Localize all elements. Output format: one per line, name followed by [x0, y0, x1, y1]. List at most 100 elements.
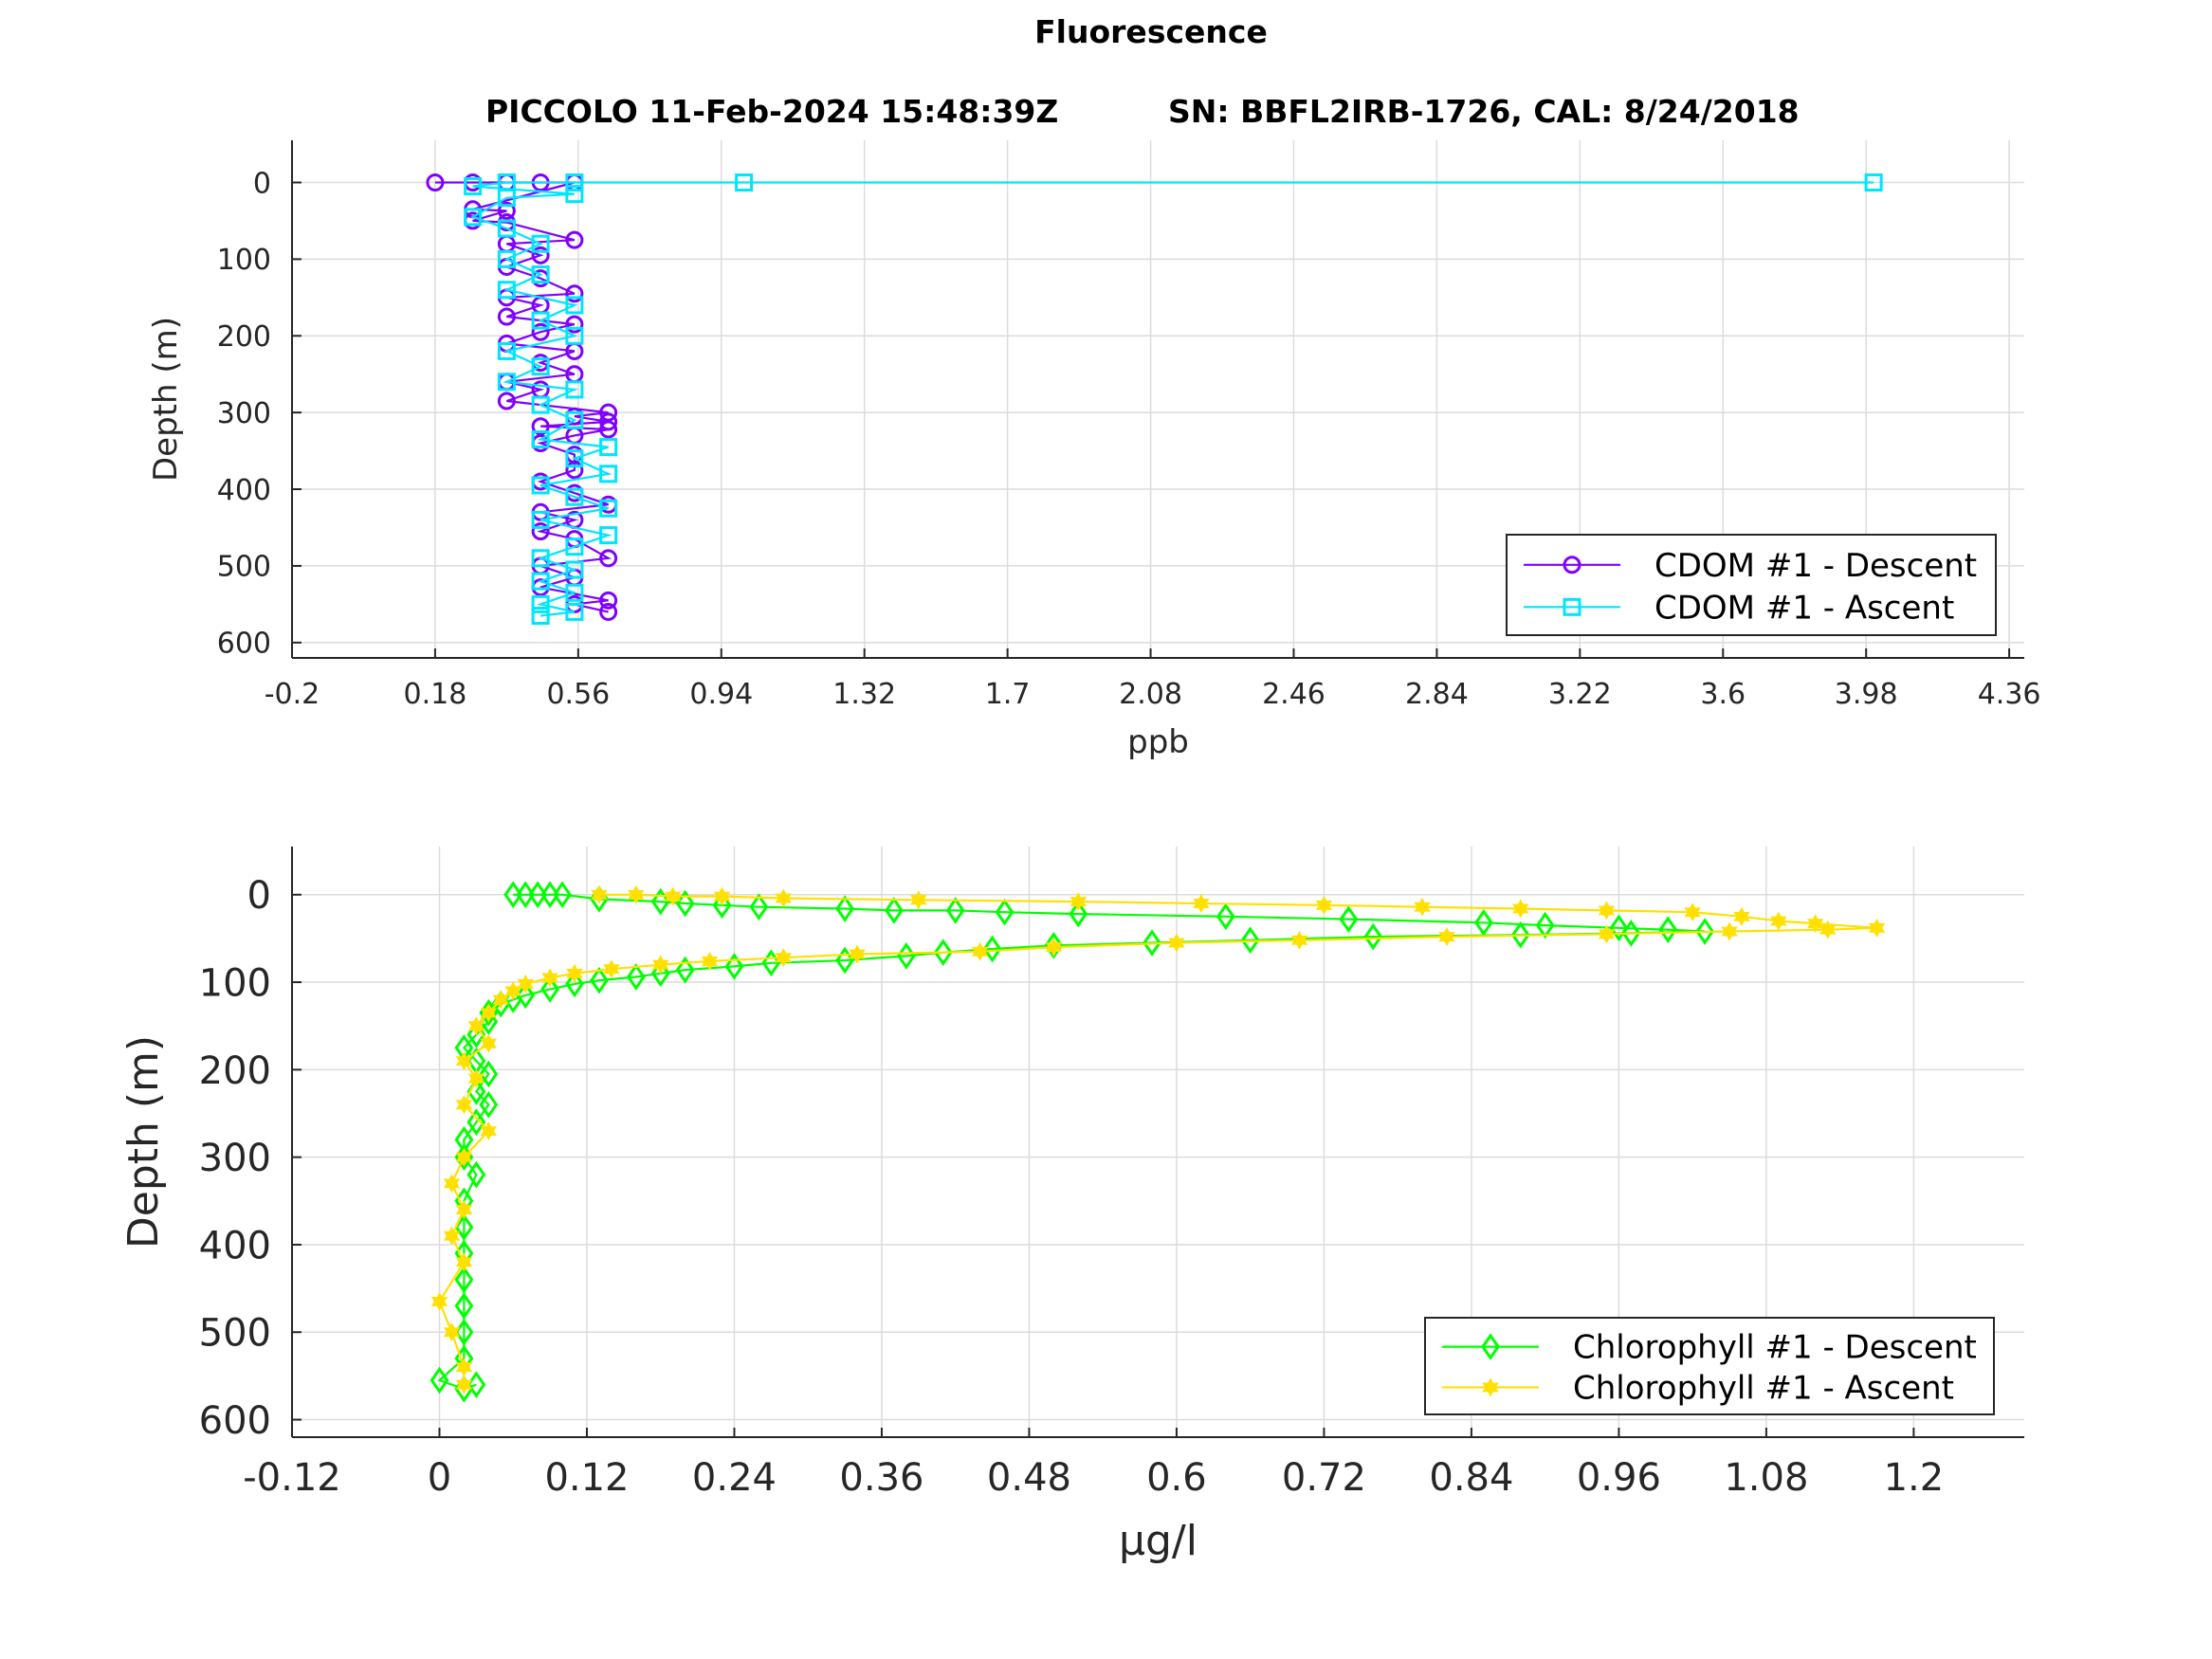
- data-point-cdom-1-ascent: [464, 208, 483, 227]
- data-point-chlorophyll-1-ascent: [651, 955, 669, 975]
- data-point-chlorophyll-1-ascent: [1598, 901, 1616, 921]
- data-point-cdom-1-ascent: [1864, 173, 1883, 191]
- cdom-legend-box: [1506, 534, 1997, 636]
- data-point-cdom-1-ascent: [565, 602, 584, 621]
- x-tick-label: 3.98: [1835, 678, 1898, 711]
- legend-sample-cdom-descent: [1524, 556, 1620, 574]
- chlorophyll-ticks: -0.12 0 0.12 0.24 0.36 0.48 0.6 0.72 0.84 0.96 1.0…: [199, 874, 1945, 1500]
- data-point-cdom-1-ascent: [531, 607, 550, 626]
- data-point-cdom-1-ascent: [531, 311, 550, 330]
- x-tick-label: 2.84: [1405, 678, 1469, 711]
- data-point-cdom-1-descent: [565, 315, 584, 334]
- series-chlorophyll-1-ascent: [430, 884, 1886, 1395]
- data-point-cdom-1-ascent: [531, 476, 550, 495]
- data-point-chlorophyll-1-ascent: [455, 1375, 473, 1395]
- data-point-chlorophyll-1-descent: [1535, 911, 1555, 939]
- y-tick-label: 400: [217, 474, 271, 507]
- cdom-axis-lines: [291, 140, 2024, 659]
- cdom-ticks: -0.2 0.18 0.56 0.94 1.32 1.7 2.08 2.46 2.84 3.22 3…: [217, 167, 2041, 711]
- data-point-chlorophyll-1-ascent: [591, 884, 608, 904]
- data-point-cdom-1-descent: [497, 392, 516, 410]
- data-point-chlorophyll-1-descent: [1510, 921, 1530, 949]
- data-point-chlorophyll-1-descent: [1473, 908, 1493, 937]
- data-point-chlorophyll-1-descent: [1143, 929, 1161, 957]
- data-point-cdom-1-descent: [531, 322, 550, 341]
- legend-label-chlorophyll-ascent: Chlorophyll #1 - Ascent: [1573, 1369, 1954, 1407]
- data-point-chlorophyll-1-descent: [528, 881, 548, 909]
- legend-marker: [1563, 556, 1581, 574]
- x-tick-label: 3.22: [1548, 678, 1612, 711]
- data-point-chlorophyll-1-descent: [1339, 905, 1359, 933]
- data-point-chlorophyll-1-ascent: [1315, 895, 1333, 915]
- data-point-cdom-1-ascent: [531, 395, 550, 414]
- y-tick-label: 300: [217, 397, 271, 430]
- data-point-chlorophyll-1-ascent: [517, 974, 534, 994]
- legend-sample-chlorophyll-ascent: [1442, 1377, 1539, 1397]
- data-point-chlorophyll-1-ascent: [480, 1003, 498, 1023]
- data-point-chlorophyll-1-ascent: [480, 1033, 498, 1053]
- data-point-cdom-1-descent: [497, 307, 516, 326]
- data-point-cdom-1-descent: [599, 549, 618, 568]
- y-tick-label: 500: [217, 551, 271, 584]
- data-point-cdom-1-ascent: [531, 265, 550, 284]
- data-point-chlorophyll-1-descent: [945, 897, 965, 924]
- data-point-chlorophyll-1-descent: [454, 1213, 474, 1241]
- data-point-cdom-1-ascent: [565, 560, 584, 579]
- data-point-chlorophyll-1-ascent: [467, 1016, 485, 1036]
- data-point-chlorophyll-1-ascent: [1684, 902, 1701, 922]
- x-tick-label: 0.12: [544, 1456, 629, 1500]
- data-point-chlorophyll-1-descent: [626, 963, 646, 991]
- figure-title: Fluorescence: [1034, 13, 1268, 50]
- data-point-chlorophyll-1-descent: [553, 881, 572, 909]
- data-point-chlorophyll-1-ascent: [443, 1174, 461, 1194]
- data-point-chlorophyll-1-ascent: [443, 1322, 461, 1342]
- data-point-chlorophyll-1-descent: [1069, 900, 1088, 928]
- data-point-chlorophyll-1-descent: [749, 893, 769, 921]
- legend-marker: [1563, 597, 1581, 616]
- data-point-chlorophyll-1-ascent: [1806, 914, 1824, 934]
- y-tick-label: 200: [217, 320, 271, 354]
- data-point-chlorophyll-1-ascent: [664, 886, 682, 906]
- data-point-chlorophyll-1-ascent: [455, 1147, 473, 1167]
- data-point-cdom-1-ascent: [531, 572, 550, 591]
- data-point-chlorophyll-1-ascent: [1438, 927, 1455, 947]
- data-point-chlorophyll-1-descent: [540, 881, 560, 909]
- figure-subtitle-right: SN: BBFL2IRB-1726, CAL: 8/24/2018: [1168, 93, 1800, 130]
- y-tick-label: 400: [199, 1224, 271, 1267]
- cdom-y-axis-label: Depth (m): [147, 317, 185, 482]
- data-point-chlorophyll-1-ascent: [467, 1068, 485, 1088]
- series-chlorophyll-1-descent: [430, 881, 1715, 1403]
- x-tick-label: 0.36: [839, 1456, 923, 1500]
- data-point-cdom-1-ascent: [565, 487, 584, 506]
- data-point-chlorophyll-1-ascent: [1414, 897, 1431, 917]
- data-point-chlorophyll-1-ascent: [1598, 924, 1616, 944]
- y-tick-label: 500: [199, 1312, 271, 1356]
- y-tick-label: 0: [247, 874, 271, 918]
- data-point-chlorophyll-1-descent: [454, 1292, 474, 1320]
- data-point-chlorophyll-1-ascent: [603, 959, 620, 979]
- data-point-cdom-1-descent: [531, 522, 550, 541]
- chlorophyll-axis-lines: [291, 847, 2024, 1438]
- data-point-chlorophyll-1-ascent: [541, 968, 558, 988]
- data-point-chlorophyll-1-descent: [466, 1021, 486, 1048]
- y-tick-label: 300: [199, 1137, 271, 1180]
- data-point-cdom-1-ascent: [497, 373, 516, 392]
- data-point-chlorophyll-1-ascent: [971, 941, 989, 961]
- data-point-chlorophyll-1-descent: [933, 939, 953, 967]
- legend-sample-chlorophyll-descent: [1442, 1333, 1539, 1360]
- data-point-chlorophyll-1-ascent: [713, 886, 731, 906]
- data-point-chlorophyll-1-descent: [1363, 922, 1383, 951]
- y-tick-label: 600: [199, 1399, 271, 1443]
- figure-subtitle-left: PICCOLO 11-Feb-2024 15:48:39Z: [485, 93, 1058, 130]
- data-point-cdom-1-ascent: [735, 173, 754, 191]
- data-point-cdom-1-ascent: [599, 499, 618, 518]
- data-point-chlorophyll-1-ascent: [504, 981, 521, 1001]
- data-point-cdom-1-ascent: [599, 526, 618, 545]
- x-tick-label: 1.7: [985, 678, 1031, 711]
- data-point-chlorophyll-1-ascent: [1733, 906, 1750, 926]
- data-point-cdom-1-ascent: [599, 465, 618, 483]
- data-point-chlorophyll-1-ascent: [1770, 911, 1787, 931]
- data-point-chlorophyll-1-ascent: [1290, 930, 1308, 950]
- data-point-chlorophyll-1-ascent: [1168, 933, 1185, 953]
- x-tick-label: 0.94: [689, 678, 753, 711]
